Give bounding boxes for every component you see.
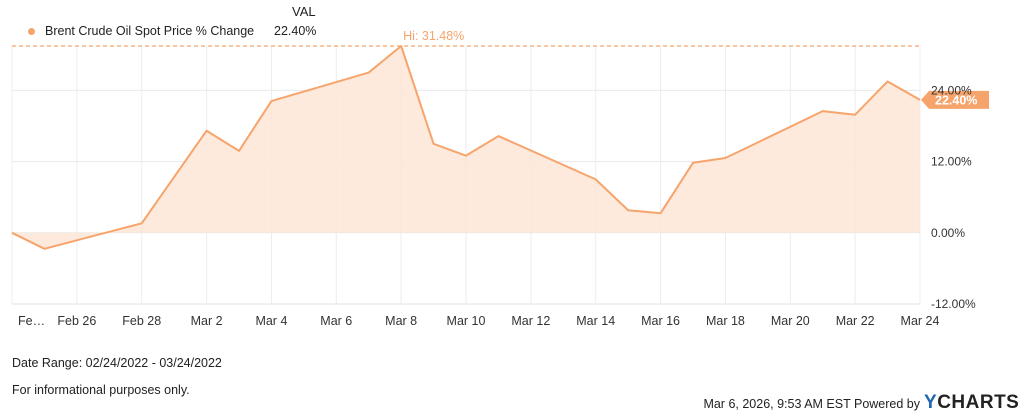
ycharts-logo-text: CHARTS [937,392,1020,413]
x-tick-label: Mar 24 [901,314,940,328]
high-label: Hi: 31.48% [403,29,464,43]
series-line [11,45,921,250]
last-value-badge [921,90,989,109]
x-tick-label: Mar 8 [385,314,417,328]
x-tick-label: Mar 2 [191,314,223,328]
x-tick-label: Mar 6 [320,314,352,328]
y-axis: -12.00% 0.00% 12.00% 24.00% [931,83,976,311]
x-axis: Fe… Feb 26 Feb 28 Mar 2 Mar 4 Mar 6 Mar 8 Mar 1… [18,314,939,328]
legend-header: VAL [292,4,316,19]
legend-series-value: 22.40% [274,24,317,38]
x-tick-label: Fe… [18,314,45,328]
chart-area-layer [12,46,920,249]
y-tick-label: -12.00% [931,297,976,311]
ycharts-logo-y: Y [924,392,938,413]
x-tick-label: Feb 26 [57,314,96,328]
y-tick-label: 24.00% [931,83,972,97]
date-range-text: Date Range: 02/24/2022 - 03/24/2022 [12,356,222,370]
x-tick-label: Feb 28 [122,314,161,328]
chart-marks: Hi: 31.48% 22.40% [11,29,989,250]
legend-dot-icon [28,27,35,35]
timestamp-text: Mar 6, 2026, 9:53 AM EST Powered by [703,397,920,411]
x-tick-label: Mar 22 [836,314,875,328]
x-tick-label: Mar 10 [447,314,486,328]
last-value-label: 22.40% [935,93,977,107]
legend-entry[interactable]: Brent Crude Oil Spot Price % Change [28,24,254,38]
y-tick-label: 12.00% [931,155,972,169]
x-tick-label: Mar 14 [576,314,615,328]
ycharts-logo[interactable]: YCHARTS [924,392,1019,414]
legend-series-label: Brent Crude Oil Spot Price % Change [45,24,255,38]
x-tick-label: Mar 4 [255,314,287,328]
price-change-chart: Hi: 31.48% 22.40% -12.00% 0.00% 12.00% 24.00… [11,29,989,328]
series-area-fill [12,46,920,249]
x-tick-label: Mar 16 [641,314,680,328]
y-tick-label: 0.00% [931,226,965,240]
disclaimer-text: For informational purposes only. [12,383,190,397]
x-tick-label: Mar 18 [706,314,745,328]
x-tick-label: Mar 12 [511,314,550,328]
x-tick-label: Mar 20 [771,314,810,328]
